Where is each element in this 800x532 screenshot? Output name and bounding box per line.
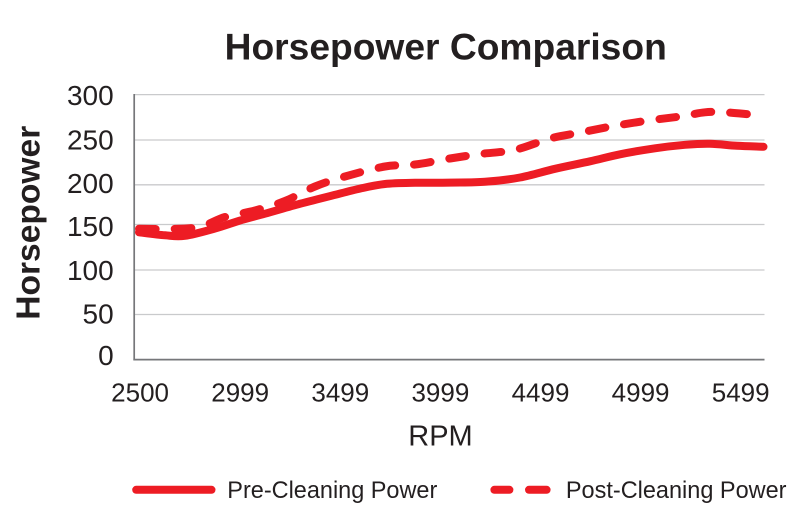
svg-text:100: 100 xyxy=(67,255,114,286)
svg-text:4999: 4999 xyxy=(612,377,670,407)
svg-text:0: 0 xyxy=(98,340,114,371)
svg-text:3999: 3999 xyxy=(411,377,469,407)
svg-text:3499: 3499 xyxy=(311,377,369,407)
svg-text:2500: 2500 xyxy=(111,377,169,407)
svg-text:150: 150 xyxy=(67,211,114,242)
svg-text:Post-Cleaning Power: Post-Cleaning Power xyxy=(566,477,787,504)
svg-text:RPM: RPM xyxy=(408,420,472,452)
svg-text:Pre-Cleaning Power: Pre-Cleaning Power xyxy=(227,477,437,504)
svg-text:300: 300 xyxy=(67,80,114,111)
svg-text:Horsepower: Horsepower xyxy=(10,126,47,320)
svg-text:4499: 4499 xyxy=(512,377,570,407)
svg-text:50: 50 xyxy=(83,299,114,330)
svg-text:2999: 2999 xyxy=(211,377,269,407)
svg-text:250: 250 xyxy=(67,124,114,155)
svg-text:Horsepower Comparison: Horsepower Comparison xyxy=(225,25,667,67)
svg-text:5499: 5499 xyxy=(712,377,770,407)
svg-text:200: 200 xyxy=(67,168,114,199)
